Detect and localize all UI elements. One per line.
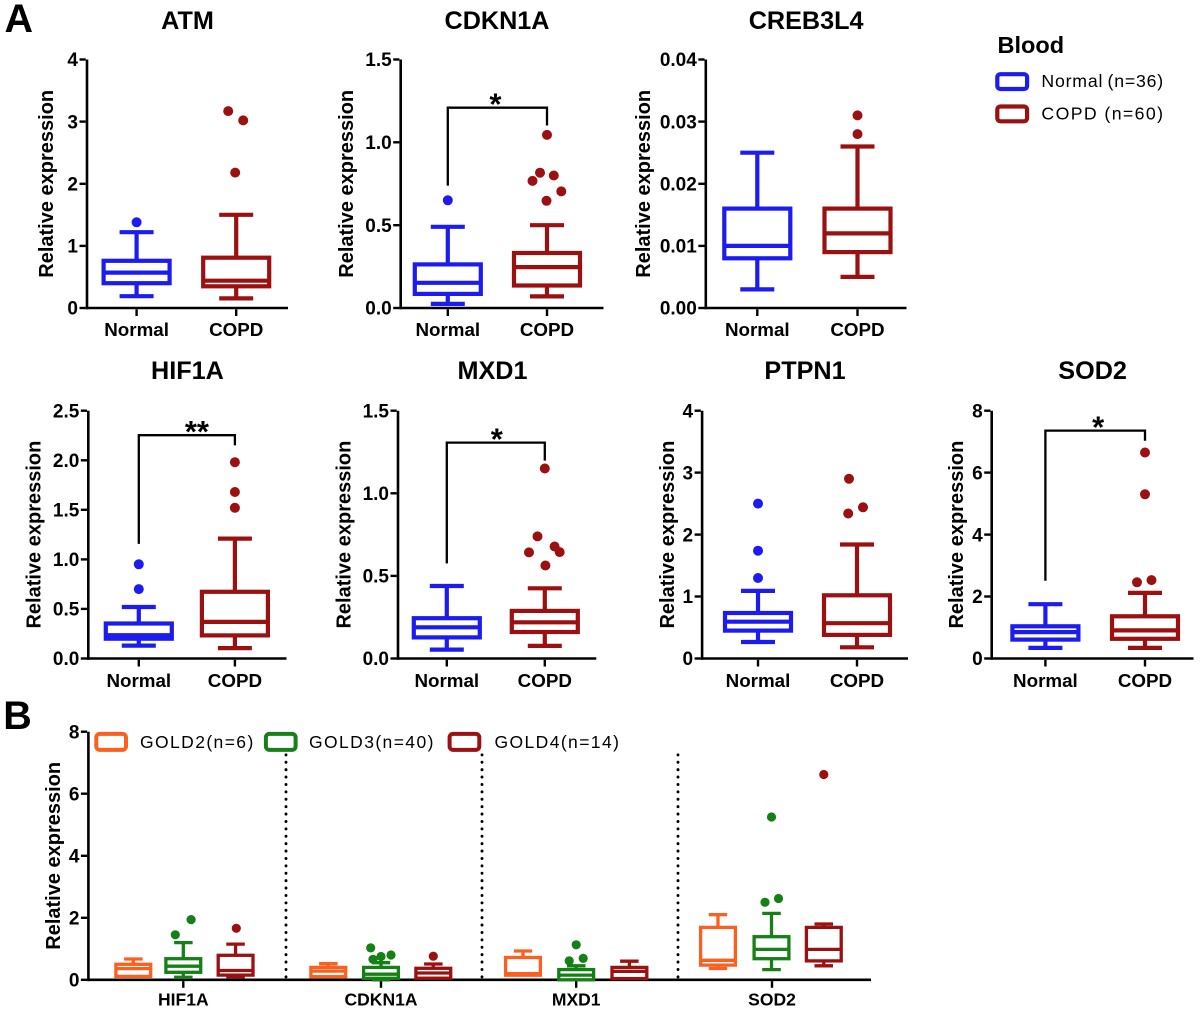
- svg-text:Normal (n=36): Normal (n=36): [1041, 71, 1164, 91]
- svg-text:PTPN1: PTPN1: [764, 357, 845, 385]
- svg-text:**: **: [185, 414, 210, 449]
- svg-text:4: 4: [67, 50, 78, 71]
- svg-text:1: 1: [683, 587, 694, 608]
- svg-text:Normal: Normal: [726, 670, 791, 691]
- svg-text:Blood: Blood: [998, 32, 1065, 58]
- svg-text:CREB3L4: CREB3L4: [749, 7, 864, 35]
- svg-text:1: 1: [67, 237, 78, 258]
- svg-text:Relative expression: Relative expression: [24, 441, 46, 629]
- svg-text:MXD1: MXD1: [552, 990, 601, 1010]
- svg-text:COPD: COPD: [209, 319, 263, 340]
- svg-text:SOD2: SOD2: [1058, 357, 1127, 385]
- svg-text:Normal: Normal: [725, 319, 790, 340]
- svg-text:B: B: [3, 694, 32, 738]
- svg-text:Normal: Normal: [415, 319, 480, 340]
- svg-text:0.04: 0.04: [660, 50, 697, 71]
- svg-text:Relative expression: Relative expression: [333, 441, 355, 629]
- svg-text:0: 0: [69, 971, 80, 992]
- svg-text:Relative expression: Relative expression: [43, 762, 65, 950]
- svg-text:8: 8: [972, 401, 983, 422]
- svg-text:0.01: 0.01: [660, 237, 697, 258]
- svg-text:2.0: 2.0: [53, 451, 79, 472]
- svg-text:2.5: 2.5: [53, 401, 80, 422]
- svg-text:1.5: 1.5: [53, 501, 80, 522]
- svg-text:Normal: Normal: [1013, 670, 1078, 691]
- svg-text:0.0: 0.0: [363, 649, 389, 670]
- svg-text:*: *: [489, 87, 502, 122]
- svg-text:8: 8: [69, 722, 80, 743]
- svg-text:4: 4: [972, 525, 983, 546]
- svg-text:CDKN1A: CDKN1A: [345, 990, 418, 1010]
- svg-text:CDKN1A: CDKN1A: [445, 7, 550, 35]
- svg-text:6: 6: [69, 784, 80, 805]
- svg-text:Relative expression: Relative expression: [946, 441, 968, 629]
- svg-text:ATM: ATM: [161, 7, 214, 35]
- svg-text:COPD: COPD: [830, 670, 884, 691]
- svg-text:2: 2: [69, 909, 80, 930]
- svg-text:COPD: COPD: [208, 670, 262, 691]
- svg-text:1.0: 1.0: [363, 484, 389, 505]
- svg-text:GOLD2(n=6): GOLD2(n=6): [140, 732, 255, 752]
- svg-text:COPD: COPD: [520, 319, 574, 340]
- svg-text:0.00: 0.00: [660, 299, 697, 320]
- svg-text:3: 3: [67, 112, 78, 133]
- svg-text:2: 2: [67, 174, 78, 195]
- svg-text:2: 2: [972, 587, 983, 608]
- svg-text:GOLD4(n=14): GOLD4(n=14): [495, 732, 621, 752]
- svg-text:0.5: 0.5: [53, 600, 80, 621]
- svg-text:HIF1A: HIF1A: [151, 357, 224, 385]
- svg-text:Normal: Normal: [106, 670, 171, 691]
- svg-text:1.0: 1.0: [53, 550, 79, 571]
- svg-text:HIF1A: HIF1A: [158, 990, 209, 1010]
- svg-text:SOD2: SOD2: [748, 990, 796, 1010]
- svg-text:COPD: COPD: [518, 670, 572, 691]
- svg-text:0.03: 0.03: [660, 112, 697, 133]
- svg-text:0.02: 0.02: [660, 174, 697, 195]
- svg-text:0: 0: [67, 299, 78, 320]
- svg-text:0.5: 0.5: [365, 216, 392, 237]
- svg-text:Relative expression: Relative expression: [657, 441, 679, 629]
- svg-text:1.5: 1.5: [363, 401, 390, 422]
- svg-text:4: 4: [69, 847, 80, 868]
- svg-text:Relative expression: Relative expression: [633, 90, 655, 278]
- svg-text:2: 2: [683, 525, 694, 546]
- svg-text:Normal: Normal: [414, 670, 479, 691]
- svg-text:4: 4: [683, 401, 694, 422]
- svg-text:Normal: Normal: [104, 319, 169, 340]
- svg-text:Relative expression: Relative expression: [36, 90, 58, 278]
- svg-text:0.0: 0.0: [53, 649, 79, 670]
- svg-text:3: 3: [683, 463, 694, 484]
- svg-text:0: 0: [683, 649, 694, 670]
- svg-text:A: A: [5, 0, 34, 41]
- svg-text:0.5: 0.5: [363, 567, 390, 588]
- svg-text:MXD1: MXD1: [458, 357, 528, 385]
- svg-text:1.5: 1.5: [365, 50, 392, 71]
- svg-text:6: 6: [972, 463, 983, 484]
- svg-text:COPD: COPD: [830, 319, 884, 340]
- svg-text:GOLD3(n=40): GOLD3(n=40): [309, 732, 435, 752]
- svg-text:Relative expression: Relative expression: [336, 90, 358, 278]
- svg-text:COPD: COPD: [1118, 670, 1172, 691]
- svg-text:0.0: 0.0: [365, 299, 391, 320]
- svg-text:*: *: [491, 422, 504, 457]
- svg-text:0: 0: [972, 649, 983, 670]
- svg-text:*: *: [1092, 410, 1105, 445]
- svg-text:COPD (n=60): COPD (n=60): [1041, 103, 1164, 123]
- svg-text:1.0: 1.0: [365, 133, 391, 154]
